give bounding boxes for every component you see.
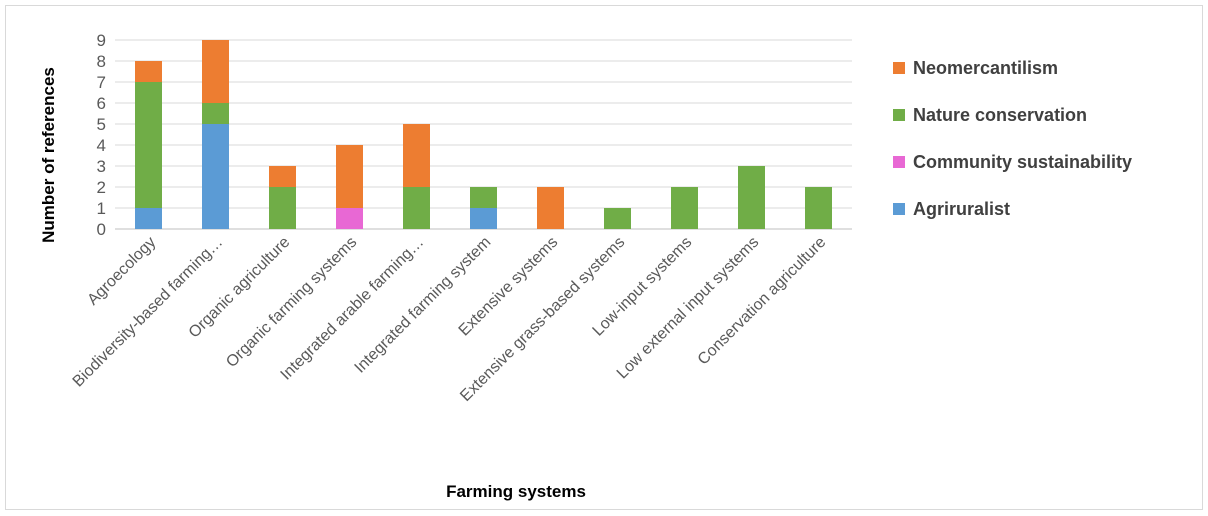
x-tick-label: Integrated arable farming… xyxy=(278,234,428,384)
bar-segment-nature-conservation xyxy=(470,187,497,208)
y-tick-labels: 0 1 2 3 4 5 6 7 8 9 xyxy=(97,31,106,239)
gridlines xyxy=(115,39,852,230)
bar-segment-nature-conservation xyxy=(671,187,698,229)
x-tick-label: Conservation agriculture xyxy=(695,234,830,369)
bars xyxy=(135,40,832,229)
legend-label: Neomercantilism xyxy=(913,58,1058,78)
y-tick-label: 0 xyxy=(97,220,106,239)
bar-segment-neomercantilism xyxy=(202,40,229,103)
legend-label: Agriruralist xyxy=(913,199,1010,219)
bar-segment-nature-conservation xyxy=(135,82,162,208)
y-tick-label: 5 xyxy=(97,115,106,134)
bar-segment-neomercantilism xyxy=(269,166,296,187)
y-tick-label: 4 xyxy=(97,136,106,155)
legend-swatch xyxy=(893,156,905,168)
bar-segment-nature-conservation xyxy=(738,166,765,229)
legend-label: Nature conservation xyxy=(913,105,1087,125)
y-axis-title: Number of references xyxy=(39,67,58,243)
x-axis-title: Farming systems xyxy=(446,482,586,501)
bar-segment-nature-conservation xyxy=(202,103,229,124)
bar-segment-agriruralist xyxy=(470,208,497,229)
x-tick-label: Organic farming systems xyxy=(223,234,360,371)
y-tick-label: 1 xyxy=(97,199,106,218)
x-tick-label: Integrated farming system xyxy=(352,234,495,377)
bar-segment-community-sustainability xyxy=(336,208,363,229)
bar-segment-neomercantilism xyxy=(403,124,430,187)
y-tick-label: 7 xyxy=(97,73,106,92)
legend-swatch xyxy=(893,62,905,74)
legend-label: Community sustainability xyxy=(913,152,1132,172)
legend-swatch xyxy=(893,109,905,121)
bar-segment-neomercantilism xyxy=(537,187,564,229)
legend-swatch xyxy=(893,203,905,215)
bar-segment-agriruralist xyxy=(135,208,162,229)
y-tick-label: 6 xyxy=(97,94,106,113)
y-tick-label: 3 xyxy=(97,157,106,176)
bar-segment-nature-conservation xyxy=(269,187,296,229)
x-tick-label: Agroecology xyxy=(84,234,159,309)
x-tick-label: Low external input systems xyxy=(614,234,762,382)
bar-segment-neomercantilism xyxy=(336,145,363,208)
bar-segment-nature-conservation xyxy=(604,208,631,229)
bar-segment-neomercantilism xyxy=(135,61,162,82)
y-tick-label: 2 xyxy=(97,178,106,197)
y-tick-label: 8 xyxy=(97,52,106,71)
y-tick-label: 9 xyxy=(97,31,106,50)
bar-segment-nature-conservation xyxy=(403,187,430,229)
legend: Neomercantilism Nature conservation Commun… xyxy=(893,58,1132,219)
bar-segment-agriruralist xyxy=(202,124,229,229)
bar-segment-nature-conservation xyxy=(805,187,832,229)
